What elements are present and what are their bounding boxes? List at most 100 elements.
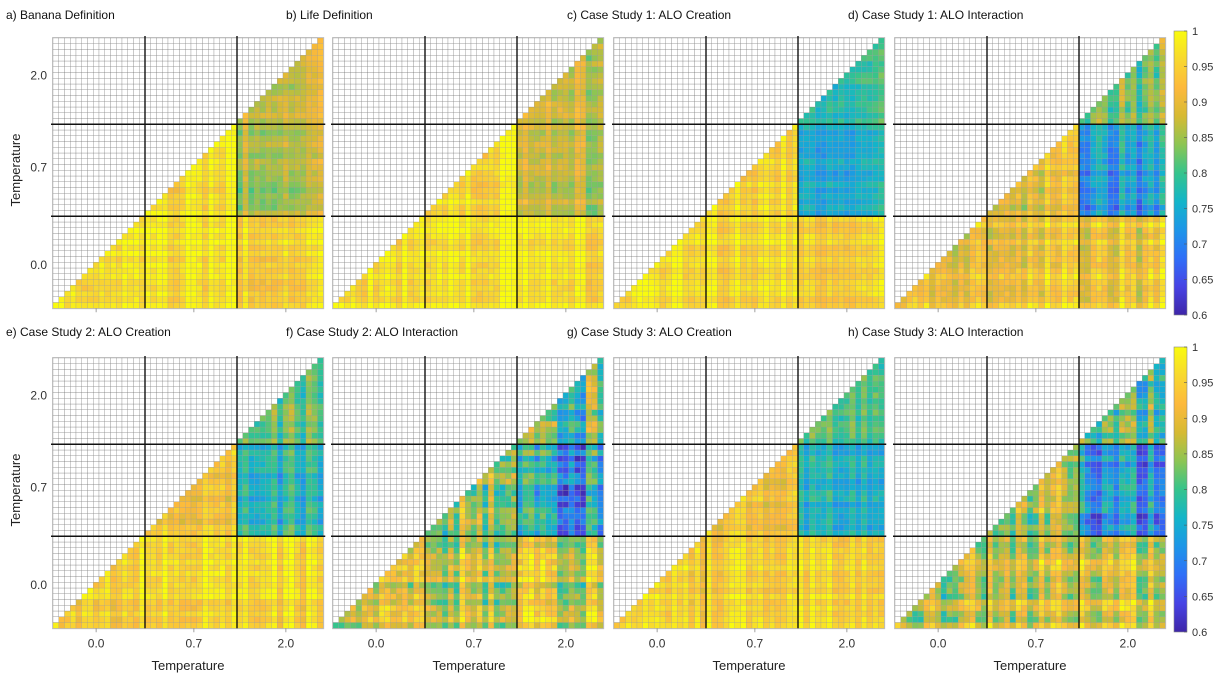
grid-cell (378, 49, 385, 56)
heatmap-cell (574, 256, 581, 263)
heatmap-cell (493, 204, 500, 211)
heatmap-cell (208, 193, 215, 200)
grid-cell (338, 227, 345, 234)
heatmap-cell (671, 273, 678, 280)
grid-cell (482, 37, 489, 44)
grid-cell (248, 89, 255, 96)
heatmap-cell (236, 164, 243, 171)
grid-cell (332, 49, 339, 56)
grid-cell (58, 112, 65, 119)
heatmap-cell (539, 181, 546, 188)
heatmap-cell (139, 239, 146, 246)
grid-cell (355, 216, 362, 223)
heatmap-cell (93, 296, 100, 303)
grid-cell (373, 250, 380, 257)
heatmap-cell (116, 250, 123, 257)
grid-cell (350, 267, 357, 274)
heatmap-cell (277, 170, 284, 177)
grid-cell (185, 129, 192, 136)
grid-cell (150, 164, 157, 171)
heatmap-cell (568, 285, 575, 292)
grid-cell (144, 118, 151, 125)
grid-cell (396, 164, 403, 171)
grid-cell (373, 175, 380, 182)
grid-cell (127, 210, 134, 217)
heatmap-cell (705, 256, 712, 263)
heatmap-cell (866, 250, 873, 257)
heatmap-cell (688, 273, 695, 280)
heatmap-cell (557, 239, 564, 246)
heatmap-cell (688, 302, 695, 309)
grid-cell (436, 83, 443, 90)
heatmap-cell (453, 233, 460, 240)
grid-cell (488, 49, 495, 56)
grid-cell (396, 129, 403, 136)
grid-cell (104, 49, 111, 56)
heatmap-cell (248, 198, 255, 205)
heatmap-cell (294, 124, 301, 131)
grid-cell (179, 106, 186, 113)
heatmap-cell (499, 250, 506, 257)
heatmap-cell (390, 290, 397, 297)
grid-cell (436, 78, 443, 85)
grid-cell (396, 216, 403, 223)
grid-cell (470, 43, 477, 50)
grid-cell (64, 43, 71, 50)
grid-cell (127, 124, 134, 131)
heatmap-cell (568, 262, 575, 269)
heatmap-cell (545, 170, 552, 177)
grid-cell (447, 175, 454, 182)
heatmap-cell (728, 273, 735, 280)
heatmap-cell (305, 193, 312, 200)
heatmap-cell (225, 227, 232, 234)
heatmap-cell (493, 285, 500, 292)
heatmap-cell (282, 78, 289, 85)
heatmap-cell (511, 285, 518, 292)
heatmap-cell (401, 262, 408, 269)
grid-cell (436, 181, 443, 188)
heatmap-cell (545, 152, 552, 159)
heatmap-cell (236, 187, 243, 194)
heatmap-cell (820, 273, 827, 280)
heatmap-cell (700, 239, 707, 246)
grid-cell (516, 60, 523, 67)
heatmap-cell (551, 227, 558, 234)
grid-cell (378, 101, 385, 108)
heatmap-cell (499, 147, 506, 154)
heatmap-cell (476, 221, 483, 228)
heatmap-cell (317, 193, 324, 200)
heatmap-cell (156, 210, 163, 217)
heatmap-cell (751, 267, 758, 274)
heatmap-cell (248, 204, 255, 211)
heatmap-cell (288, 216, 295, 223)
heatmap-cell (591, 66, 598, 73)
heatmap-cell (225, 290, 232, 297)
heatmap-cell (522, 187, 529, 194)
heatmap-cell (150, 233, 157, 240)
grid-cell (225, 83, 232, 90)
grid-cell (419, 37, 426, 44)
heatmap-cell (98, 267, 105, 274)
grid-cell (121, 66, 128, 73)
heatmap-cell (185, 198, 192, 205)
heatmap-cell (476, 250, 483, 257)
heatmap-cell (144, 233, 151, 240)
grid-cell (338, 89, 345, 96)
heatmap-cell (430, 267, 437, 274)
grid-cell (87, 118, 94, 125)
heatmap-cell (688, 256, 695, 263)
grid-cell (242, 55, 249, 62)
heatmap-cell (551, 296, 558, 303)
grid-cell (344, 66, 351, 73)
grid-cell (87, 129, 94, 136)
heatmap-cell (430, 216, 437, 223)
heatmap-cell (809, 256, 816, 263)
grid-cell (424, 66, 431, 73)
heatmap-cell (505, 256, 512, 263)
grid-cell (430, 170, 437, 177)
heatmap-cell (156, 204, 163, 211)
heatmap-cell (162, 290, 169, 297)
grid-cell (344, 273, 351, 280)
heatmap-cell (585, 152, 592, 159)
grid-cell (144, 141, 151, 148)
